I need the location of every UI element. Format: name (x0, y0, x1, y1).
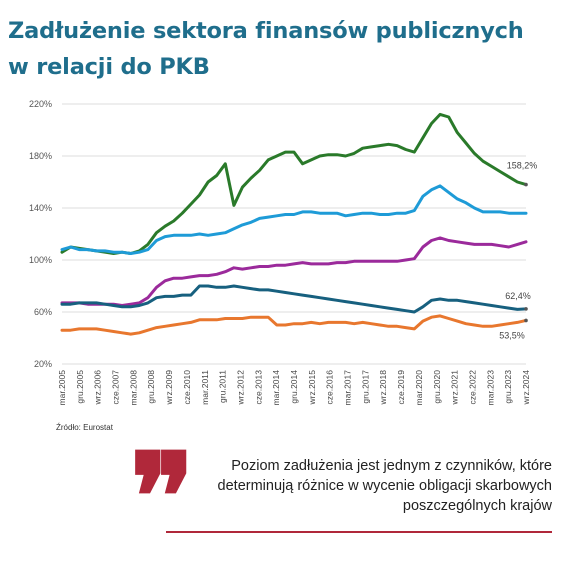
series-line-2 (60, 236, 528, 307)
x-tick-label: gru.2005 (75, 370, 85, 404)
x-tick-label: gru.2011 (218, 370, 228, 403)
annotation-dot (524, 307, 528, 311)
series-line-0 (60, 112, 528, 255)
x-tick-label: mar.2005 (57, 370, 67, 406)
x-tick-label: wrz.2006 (93, 370, 103, 406)
y-tick-label: 100% (29, 255, 52, 265)
annotation-dot (524, 182, 528, 187)
annotation-dot (524, 318, 528, 323)
x-tick-label: gru.2020 (432, 370, 442, 404)
x-tick-label: mar.2014 (271, 370, 281, 406)
x-tick-label: mar.2017 (343, 370, 353, 406)
x-tick-label: mar.2020 (414, 370, 424, 406)
line-chart: 220% 180% 140% 100% 60% 20% mar.2005 gru.2005 wr… (29, 99, 538, 406)
x-tick-label: mar.2008 (128, 370, 138, 406)
annotation-label: 62,4% (505, 291, 531, 301)
x-tick-label: cze.2016 (325, 370, 335, 405)
x-tick-label: cze.2007 (111, 370, 121, 405)
quote-text: Poziom zadłużenia jest jednym z czynnikó… (217, 458, 552, 514)
source-note: Źródło: Eurostat (56, 423, 113, 432)
annotation-label: 158,2% (507, 161, 538, 171)
x-tick-label: wrz.2015 (307, 370, 317, 406)
y-tick-label: 20% (34, 359, 52, 369)
annotation-label: 53,5% (499, 330, 525, 340)
series-line-1 (60, 184, 528, 255)
series-line-3 (60, 284, 528, 314)
x-tick-label: wrz.2009 (164, 370, 174, 406)
x-tick-label: gru.2017 (360, 370, 370, 404)
x-tick-label: mar.2023 (485, 370, 495, 406)
x-tick-label: wrz.2012 (235, 370, 245, 406)
title-line-1: Zadłużenie sektora finansów publicznych (8, 18, 524, 44)
x-tick-label: cze.2010 (182, 370, 192, 405)
x-tick-label: cze.2019 (396, 370, 406, 405)
x-tick-label: gru.2008 (146, 370, 156, 404)
x-tick-label: wrz.2021 (450, 370, 460, 406)
x-tick-label: gru.2023 (503, 370, 513, 404)
x-tick-label: mar.2011 (200, 370, 210, 405)
title-line-2: w relacji do PKB (8, 54, 210, 80)
y-tick-label: 180% (29, 151, 52, 161)
quote-divider (166, 531, 552, 533)
chart-title: Zadłużenie sektora finansów publicznych … (8, 13, 564, 85)
x-tick-label: cze.2022 (467, 370, 477, 405)
series-line-4 (60, 314, 528, 336)
x-tick-label: wrz.2018 (378, 370, 388, 406)
x-tick-label: gru.2014 (289, 370, 299, 404)
quote-mark-icon: ❞ (130, 427, 195, 568)
y-tick-label: 220% (29, 99, 52, 109)
x-tick-label: wrz.2024 (521, 370, 531, 406)
y-tick-label: 60% (34, 307, 52, 317)
y-tick-label: 140% (29, 203, 52, 213)
x-tick-label: cze.2013 (253, 370, 263, 405)
